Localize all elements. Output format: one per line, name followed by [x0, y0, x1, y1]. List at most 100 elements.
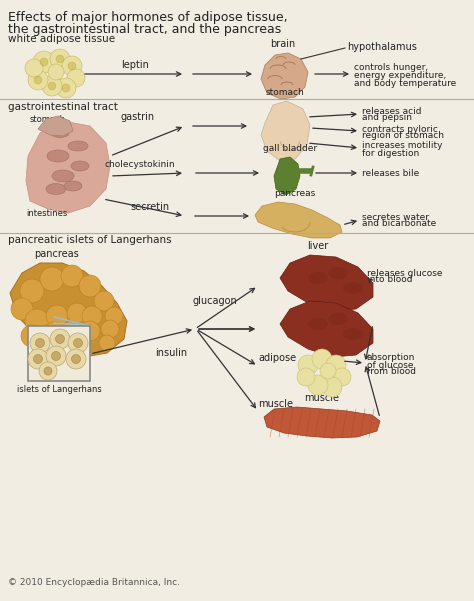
- Ellipse shape: [51, 129, 69, 138]
- Text: Effects of major hormones of adipose tissue,: Effects of major hormones of adipose tis…: [8, 11, 288, 24]
- Circle shape: [39, 362, 57, 380]
- Polygon shape: [274, 157, 300, 195]
- Circle shape: [99, 335, 115, 351]
- Circle shape: [101, 320, 119, 338]
- Text: insulin: insulin: [155, 348, 187, 358]
- Circle shape: [28, 349, 48, 369]
- Circle shape: [48, 64, 64, 80]
- Circle shape: [40, 58, 48, 66]
- Circle shape: [43, 322, 65, 344]
- Circle shape: [40, 267, 64, 291]
- Circle shape: [25, 309, 49, 333]
- Text: from blood: from blood: [367, 367, 416, 376]
- Text: adipose: adipose: [258, 353, 296, 363]
- Polygon shape: [280, 301, 373, 357]
- Text: into blood: into blood: [367, 275, 412, 284]
- Circle shape: [34, 76, 42, 84]
- Circle shape: [21, 325, 43, 347]
- Ellipse shape: [308, 318, 328, 330]
- Text: liver: liver: [307, 241, 328, 251]
- Circle shape: [308, 375, 328, 395]
- Text: intestines: intestines: [26, 209, 67, 218]
- Circle shape: [11, 298, 33, 320]
- Polygon shape: [280, 255, 373, 311]
- Text: leptin: leptin: [121, 60, 149, 70]
- Circle shape: [44, 367, 52, 375]
- Circle shape: [25, 59, 43, 77]
- Text: and body temperature: and body temperature: [354, 79, 456, 88]
- Circle shape: [48, 82, 56, 90]
- Circle shape: [55, 335, 64, 344]
- Circle shape: [50, 49, 70, 69]
- Ellipse shape: [328, 313, 348, 325]
- Circle shape: [66, 349, 86, 369]
- Text: glucagon: glucagon: [192, 296, 237, 306]
- Text: secretes water: secretes water: [362, 213, 429, 222]
- Text: the gastrointestinal tract, and the pancreas: the gastrointestinal tract, and the panc…: [8, 23, 281, 36]
- Circle shape: [298, 355, 318, 375]
- Circle shape: [68, 333, 88, 353]
- Circle shape: [333, 368, 351, 386]
- Circle shape: [61, 265, 83, 287]
- Text: secretin: secretin: [130, 202, 170, 212]
- Text: and bicarbonate: and bicarbonate: [362, 219, 436, 228]
- Ellipse shape: [64, 181, 82, 191]
- Circle shape: [322, 377, 342, 397]
- Circle shape: [62, 84, 70, 92]
- Circle shape: [36, 338, 45, 347]
- Ellipse shape: [343, 328, 363, 340]
- Text: of glucose: of glucose: [367, 361, 413, 370]
- Text: muscle: muscle: [258, 399, 293, 409]
- Circle shape: [320, 363, 336, 379]
- Text: hypothalamus: hypothalamus: [347, 42, 417, 52]
- Text: releases glucose: releases glucose: [367, 269, 443, 278]
- Text: adipose: adipose: [305, 336, 343, 346]
- Ellipse shape: [68, 141, 88, 151]
- Circle shape: [62, 321, 82, 341]
- Circle shape: [297, 368, 315, 386]
- Text: region of stomach: region of stomach: [362, 132, 444, 141]
- Circle shape: [82, 306, 102, 326]
- Polygon shape: [261, 53, 308, 99]
- Text: gall bladder: gall bladder: [263, 144, 317, 153]
- Polygon shape: [261, 101, 310, 161]
- Ellipse shape: [71, 161, 89, 171]
- Text: energy expenditure,: energy expenditure,: [354, 72, 446, 81]
- Text: © 2010 Encyclopædia Britannica, Inc.: © 2010 Encyclopædia Britannica, Inc.: [8, 578, 180, 587]
- Polygon shape: [10, 263, 127, 357]
- Circle shape: [46, 305, 68, 327]
- Polygon shape: [255, 202, 342, 238]
- Circle shape: [326, 355, 346, 375]
- Circle shape: [30, 333, 50, 353]
- Text: stomach: stomach: [265, 88, 304, 97]
- Circle shape: [62, 56, 82, 76]
- Text: gastrointestinal tract: gastrointestinal tract: [8, 102, 118, 112]
- Ellipse shape: [328, 267, 348, 279]
- Circle shape: [67, 303, 87, 323]
- Polygon shape: [264, 407, 380, 438]
- Text: absorption: absorption: [367, 353, 415, 362]
- Circle shape: [52, 352, 61, 361]
- Text: gastrin: gastrin: [121, 112, 155, 122]
- Circle shape: [80, 321, 100, 341]
- Text: brain: brain: [270, 39, 296, 49]
- Text: for digestion: for digestion: [362, 148, 419, 157]
- Circle shape: [72, 355, 81, 364]
- Text: liver: liver: [307, 287, 328, 297]
- Circle shape: [94, 291, 114, 311]
- Polygon shape: [38, 116, 73, 136]
- Text: islets of Langerhans: islets of Langerhans: [17, 385, 101, 394]
- Ellipse shape: [46, 183, 66, 195]
- Ellipse shape: [52, 170, 74, 182]
- Text: and pepsin: and pepsin: [362, 114, 412, 123]
- Circle shape: [33, 51, 55, 73]
- Ellipse shape: [343, 282, 363, 294]
- FancyBboxPatch shape: [28, 326, 90, 381]
- Circle shape: [20, 279, 44, 303]
- Circle shape: [56, 55, 64, 63]
- Circle shape: [34, 355, 43, 364]
- Circle shape: [312, 349, 332, 369]
- Text: increases motility: increases motility: [362, 141, 443, 150]
- Circle shape: [68, 62, 76, 70]
- Text: controls hunger,: controls hunger,: [354, 64, 428, 73]
